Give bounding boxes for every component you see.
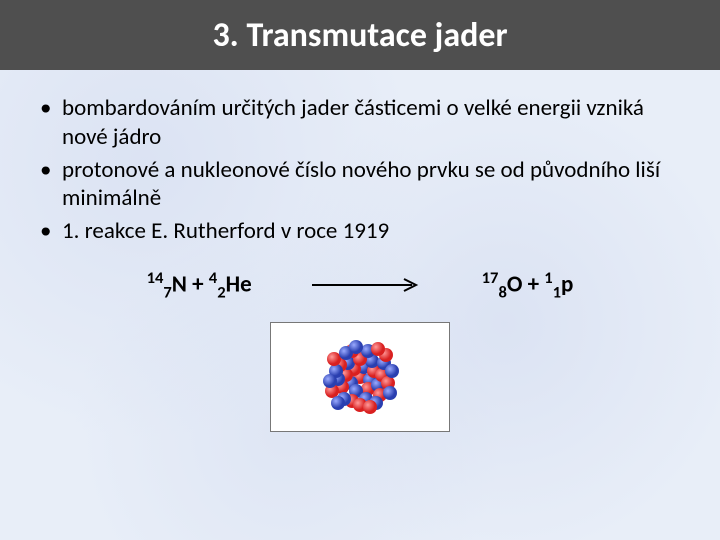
atomic-number: 1 xyxy=(553,282,561,302)
content-area: bombardováním určitých jader částicemi o… xyxy=(0,70,720,432)
slide-title: 3. Transmutace jader xyxy=(212,15,507,56)
atomic-number: 2 xyxy=(217,282,225,302)
equation: 147N + 42He 178O + 11p xyxy=(40,268,680,302)
mass-number: 17 xyxy=(482,268,499,288)
bullet-item: bombardováním určitých jader částicemi o… xyxy=(40,94,680,152)
equation-left: 147N + 42He xyxy=(147,268,252,302)
plus-sign: + xyxy=(522,270,544,298)
mass-number: 4 xyxy=(209,268,217,288)
atomic-number: 7 xyxy=(163,282,171,302)
bullet-item: 1. reakce E. Rutherford v roce 1919 xyxy=(40,217,680,246)
element-symbol: N xyxy=(172,270,187,298)
nucleus-diagram xyxy=(310,327,410,427)
title-bar: 3. Transmutace jader xyxy=(0,0,720,70)
plus-sign: + xyxy=(187,270,209,298)
equation-right: 178O + 11p xyxy=(482,268,574,302)
bullet-item: protonové a nukleonové číslo nového prvk… xyxy=(40,156,680,214)
bullet-list: bombardováním určitých jader částicemi o… xyxy=(40,94,680,246)
atomic-number: 8 xyxy=(498,282,506,302)
element-symbol: He xyxy=(226,270,252,298)
mass-number: 1 xyxy=(544,268,552,288)
element-symbol: p xyxy=(561,270,573,298)
arrow-icon xyxy=(312,277,422,293)
nucleus-image-box xyxy=(270,322,450,432)
mass-number: 14 xyxy=(147,268,164,288)
element-symbol: O xyxy=(507,270,523,298)
